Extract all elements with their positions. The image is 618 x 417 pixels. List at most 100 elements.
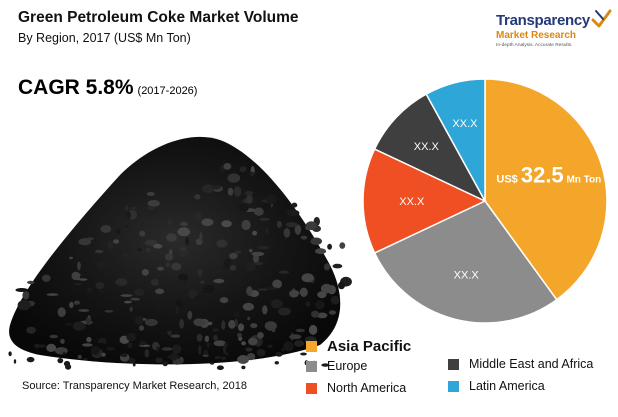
coke-granule xyxy=(106,347,115,351)
coke-granule xyxy=(265,226,269,234)
pie-value-label-latin-america: XX.X xyxy=(452,118,478,130)
coke-granule xyxy=(261,202,272,211)
coke-granule xyxy=(148,207,155,211)
coke-granule xyxy=(122,253,129,257)
coke-granule xyxy=(187,289,198,299)
coke-granule xyxy=(278,307,291,316)
coke-granule xyxy=(237,332,242,338)
coke-granule xyxy=(77,278,88,281)
coke-granule xyxy=(305,221,317,231)
pie-slice-europe xyxy=(373,200,558,324)
coke-granule xyxy=(176,279,187,288)
coke-granule xyxy=(245,347,253,352)
coke-granule xyxy=(305,301,311,307)
coke-granule xyxy=(155,288,165,295)
company-logo: Transparency Market Research In-depth An… xyxy=(486,8,612,54)
logo-name: Transparency xyxy=(496,12,590,29)
coke-granule xyxy=(82,343,93,347)
legend-swatch xyxy=(306,341,317,352)
coke-granule xyxy=(150,278,159,286)
coke-granule xyxy=(69,301,74,308)
coke-granule xyxy=(274,361,279,365)
coke-granule xyxy=(235,250,242,254)
coke-granule xyxy=(198,345,202,355)
coke-granule xyxy=(26,356,35,363)
coke-granule xyxy=(239,166,247,173)
coke-granule xyxy=(285,222,298,228)
coke-granule xyxy=(202,354,209,357)
legend-swatch xyxy=(306,382,317,394)
coke-granule xyxy=(113,239,120,244)
coke-granule xyxy=(299,287,308,297)
coke-granule xyxy=(294,340,305,347)
coke-granule xyxy=(244,190,254,196)
pie-value-label-asia-pacific: US$ 32.5 Mn Ton xyxy=(496,162,601,187)
coke-granule xyxy=(153,243,163,249)
coke-granule xyxy=(227,187,234,196)
coke-granule xyxy=(134,288,145,296)
coke-granule xyxy=(262,305,268,315)
coke-granule xyxy=(179,319,185,329)
coke-granule xyxy=(278,270,290,274)
coke-granule xyxy=(22,290,30,300)
coke-granule xyxy=(233,186,242,197)
coke-granule xyxy=(187,310,193,320)
coke-granule xyxy=(281,348,285,352)
coke-granule xyxy=(219,297,229,304)
legend-label: Asia Pacific xyxy=(327,338,412,355)
pie-slice-middle-east-and-africa xyxy=(373,93,487,203)
coke-granule xyxy=(170,334,181,338)
legend-label: North America xyxy=(327,381,407,395)
coke-granule xyxy=(212,328,220,332)
coke-granule xyxy=(194,295,207,300)
coke-granule xyxy=(78,309,90,312)
coke-granule xyxy=(229,264,237,271)
coke-granule xyxy=(248,337,258,346)
coke-granule xyxy=(283,228,291,238)
coke-granule xyxy=(8,351,12,357)
legend-swatch xyxy=(306,360,317,372)
coke-granule xyxy=(27,280,35,285)
coke-granule xyxy=(328,310,337,315)
coke-granule xyxy=(224,342,228,348)
coke-granule xyxy=(257,332,264,339)
coke-granule xyxy=(126,332,137,342)
coke-granule xyxy=(132,362,136,367)
coke-granule xyxy=(26,326,36,334)
coke-granule xyxy=(264,287,278,290)
legend-item-north-america: North America xyxy=(306,381,406,395)
coke-granule xyxy=(225,352,229,356)
coke-granule xyxy=(233,311,241,318)
coke-granule xyxy=(156,346,160,352)
coke-granule xyxy=(166,233,177,242)
coke-granule xyxy=(203,349,208,356)
coke-granule xyxy=(315,300,325,310)
coke-granule xyxy=(221,265,227,270)
coke-granule xyxy=(272,279,282,289)
coke-granule xyxy=(321,363,330,367)
coke-granule xyxy=(301,273,314,283)
pie-value-label-north-america: XX.X xyxy=(399,196,425,208)
coke-granule xyxy=(246,286,253,296)
coke-granule xyxy=(15,288,29,292)
coke-granule xyxy=(295,328,305,333)
coke-granule xyxy=(139,340,147,346)
legend-item-europe: Europe xyxy=(306,359,367,373)
coke-granule xyxy=(46,343,57,352)
coke-granule xyxy=(57,307,66,318)
coke-granule xyxy=(95,282,105,290)
coke-granule xyxy=(71,271,81,281)
coke-granule xyxy=(196,333,203,342)
logo-name-secondary: Market Research xyxy=(496,30,577,41)
coke-granule xyxy=(237,323,245,332)
coke-granule xyxy=(245,261,256,272)
coke-granule xyxy=(97,339,103,344)
coke-granule xyxy=(262,269,273,280)
coke-granule xyxy=(204,335,210,342)
coke-granule xyxy=(216,239,228,248)
logo-tagline: In-depth Analysis. Accurate Results. xyxy=(496,43,573,48)
coke-granule xyxy=(38,344,46,348)
coke-granule xyxy=(241,219,251,231)
coke-granule xyxy=(276,220,282,228)
coke-granule xyxy=(246,353,256,361)
